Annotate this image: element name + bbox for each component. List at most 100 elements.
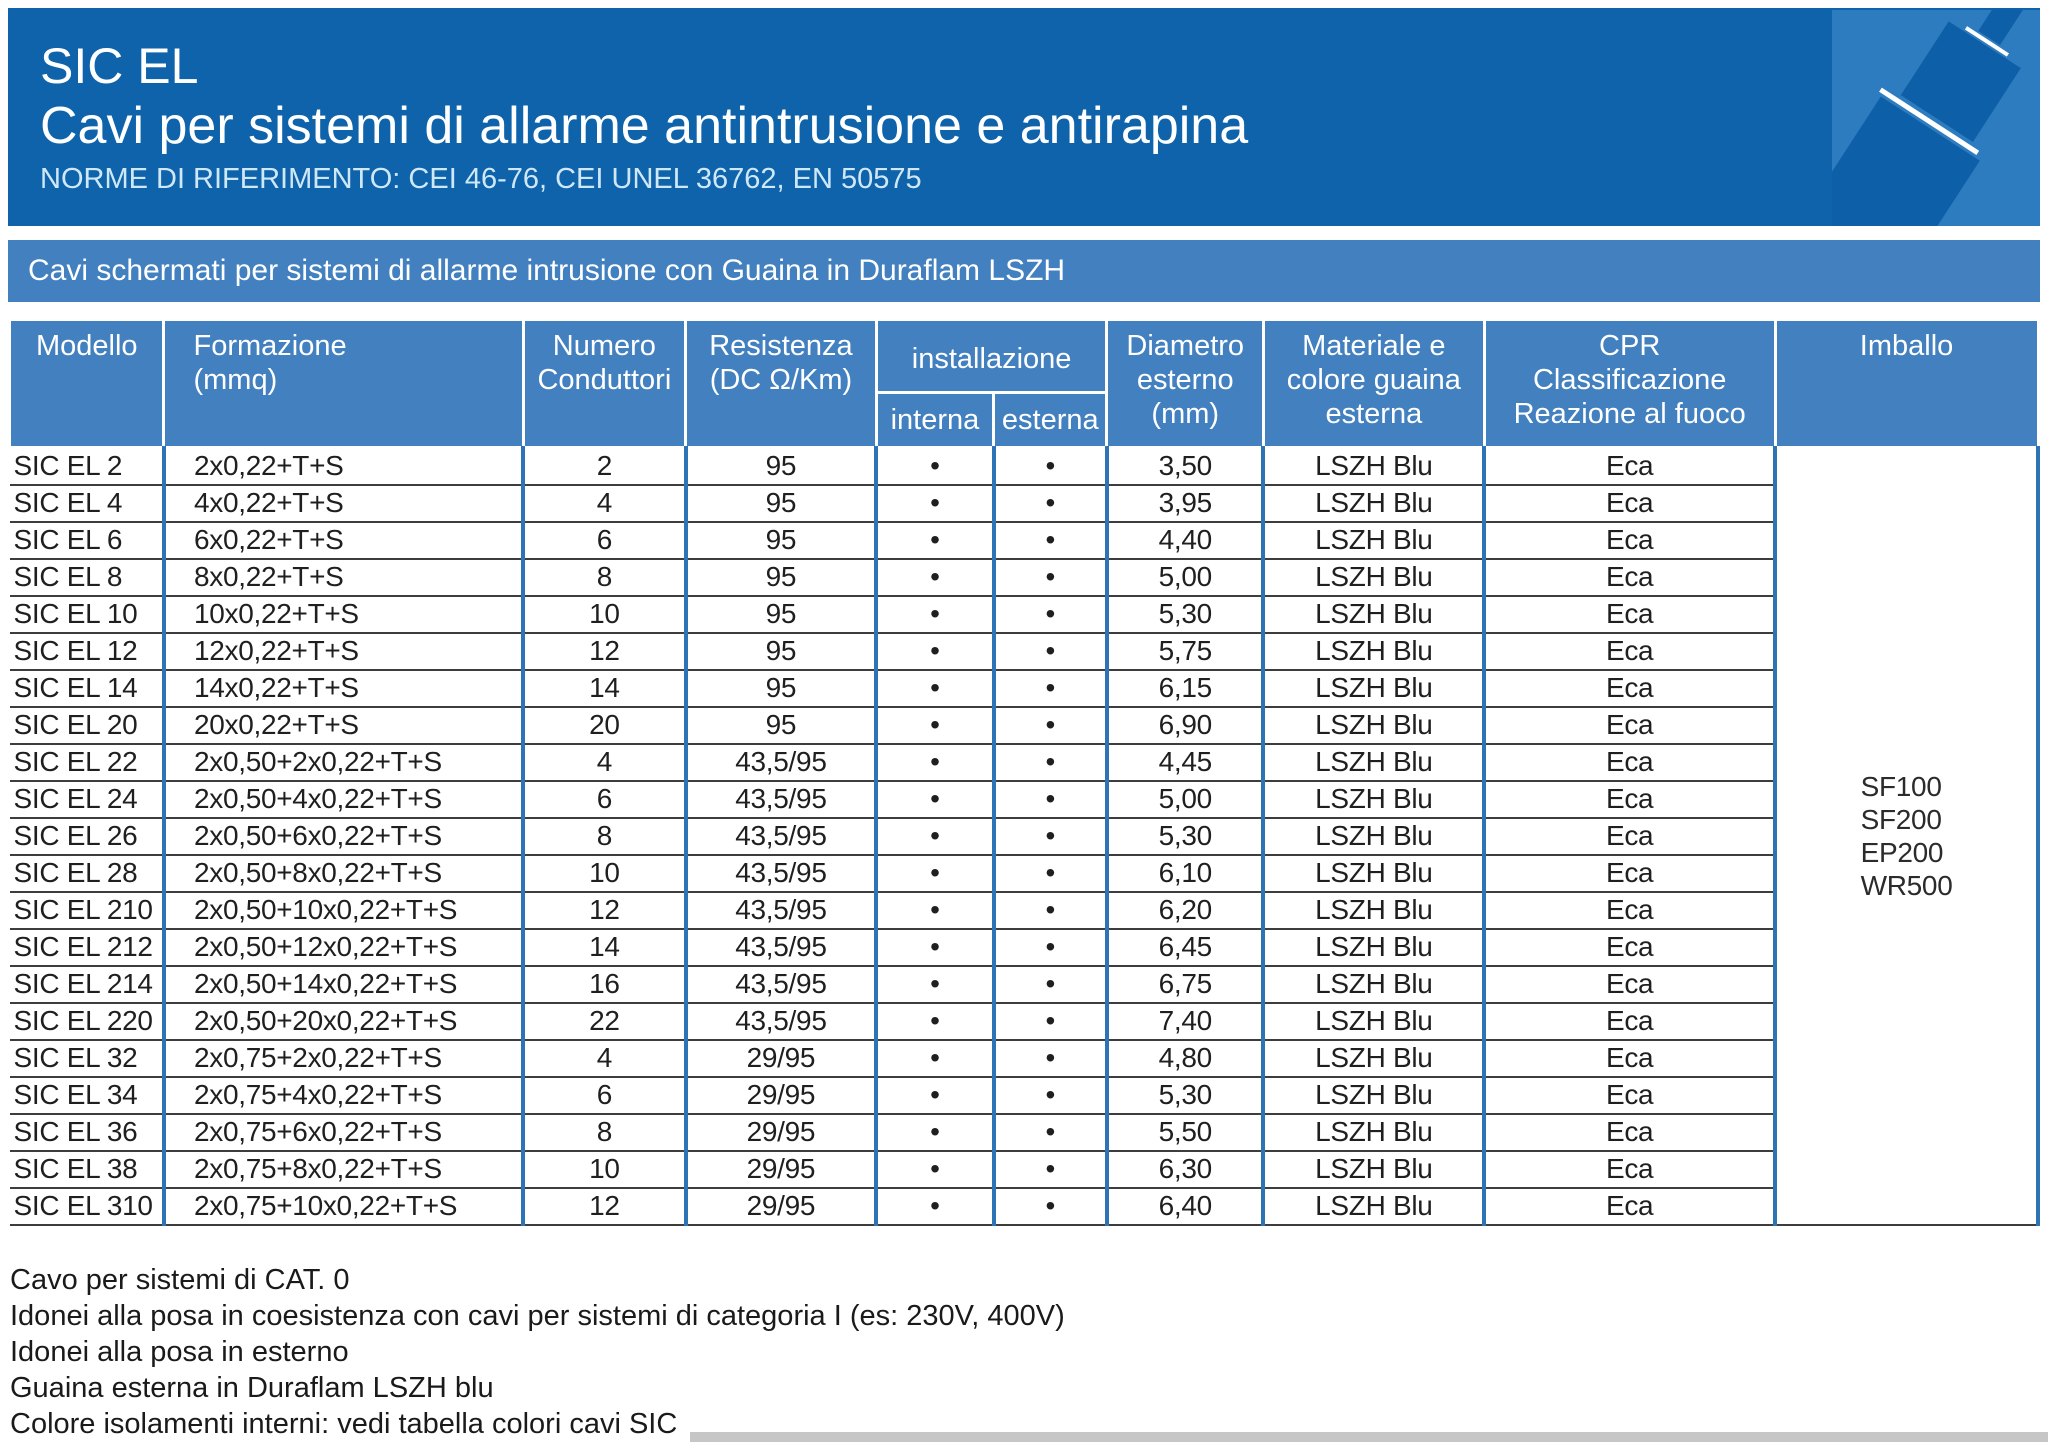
cell-formazione: 20x0,22+T+S	[161, 706, 524, 745]
cell-cpr: Eca	[1482, 1150, 1776, 1189]
table-row: SIC EL 26 2x0,50+6x0,22+T+S 8 43,5/95 • …	[9, 817, 2039, 856]
cell-modello: SIC EL 36	[9, 1113, 164, 1152]
cell-diametro: 6,90	[1104, 706, 1264, 745]
cell-resistenza: 95	[683, 558, 877, 597]
cell-installazione-esterna: •	[991, 632, 1107, 671]
cell-installazione-interna: •	[874, 854, 994, 893]
cell-installazione-interna: •	[874, 1002, 994, 1041]
cell-installazione-interna: •	[874, 1039, 994, 1078]
cell-cpr: Eca	[1482, 447, 1776, 486]
cell-diametro: 5,50	[1104, 1113, 1264, 1152]
cell-resistenza: 43,5/95	[683, 743, 877, 782]
cell-cpr: Eca	[1482, 669, 1776, 708]
cell-installazione-esterna: •	[991, 817, 1107, 856]
cell-conduttori: 4	[521, 743, 686, 782]
cell-conduttori: 6	[521, 521, 686, 560]
cell-installazione-interna: •	[874, 1113, 994, 1152]
col-header-formazione: Formazione (mmq)	[162, 318, 525, 449]
imballo-value: WR500	[1860, 870, 1953, 902]
cell-resistenza: 95	[683, 484, 877, 523]
col-header-interna: interna	[874, 391, 996, 449]
cell-modello: SIC EL 12	[9, 632, 164, 671]
cell-resistenza: 43,5/95	[683, 1002, 877, 1041]
cell-conduttori: 14	[521, 669, 686, 708]
cell-installazione-esterna: •	[991, 484, 1107, 523]
col-header-installazione: installazione	[874, 318, 1109, 394]
cell-resistenza: 43,5/95	[683, 780, 877, 819]
cell-formazione: 12x0,22+T+S	[161, 632, 524, 671]
table-row: SIC EL 6 6x0,22+T+S 6 95 • • 4,40 LSZH B…	[9, 521, 2039, 560]
cell-cpr: Eca	[1482, 1039, 1776, 1078]
cell-installazione-esterna: •	[991, 558, 1107, 597]
cell-cpr: Eca	[1482, 780, 1776, 819]
cell-installazione-interna: •	[874, 891, 994, 930]
cell-modello: SIC EL 10	[9, 595, 164, 634]
table-row: SIC EL 22 2x0,50+2x0,22+T+S 4 43,5/95 • …	[9, 743, 2039, 782]
cell-installazione-interna: •	[874, 558, 994, 597]
norms-reference: NORME DI RIFERIMENTO: CEI 46-76, CEI UNE…	[40, 163, 922, 195]
cell-conduttori: 6	[521, 780, 686, 819]
imballo-value: SF200	[1860, 804, 1942, 836]
cell-guaina: LSZH Blu	[1261, 928, 1485, 967]
cell-modello: SIC EL 20	[9, 706, 164, 745]
page-header: SIC EL Cavi per sistemi di allarme antin…	[8, 0, 2045, 321]
cell-guaina: LSZH Blu	[1261, 854, 1485, 893]
cell-installazione-interna: •	[874, 447, 994, 486]
cell-diametro: 6,30	[1104, 1150, 1264, 1189]
cell-resistenza: 29/95	[683, 1113, 877, 1152]
cell-guaina: LSZH Blu	[1261, 1150, 1485, 1189]
cell-formazione: 2x0,75+8x0,22+T+S	[161, 1150, 524, 1189]
cell-conduttori: 8	[521, 817, 686, 856]
cell-conduttori: 8	[521, 1113, 686, 1152]
table-row: SIC EL 38 2x0,75+8x0,22+T+S 10 29/95 • •…	[9, 1150, 2039, 1189]
table-row: SIC EL 212 2x0,50+12x0,22+T+S 14 43,5/95…	[9, 928, 2039, 967]
table-row: SIC EL 34 2x0,75+4x0,22+T+S 6 29/95 • • …	[9, 1076, 2039, 1115]
imballo-merged-cell: SF100 SF200 EP200 WR500	[1773, 447, 2040, 1226]
cell-formazione: 2x0,22+T+S	[161, 447, 524, 486]
cell-guaina: LSZH Blu	[1261, 1076, 1485, 1115]
cell-installazione-interna: •	[874, 780, 994, 819]
cell-cpr: Eca	[1482, 891, 1776, 930]
section-band: Cavi schermati per sistemi di allarme in…	[8, 240, 2040, 302]
cell-modello: SIC EL 6	[9, 521, 164, 560]
cell-installazione-interna: •	[874, 632, 994, 671]
cell-guaina: LSZH Blu	[1261, 595, 1485, 634]
cell-installazione-interna: •	[874, 669, 994, 708]
cell-installazione-interna: •	[874, 595, 994, 634]
cell-modello: SIC EL 8	[9, 558, 164, 597]
imballo-value: EP200	[1860, 837, 1944, 869]
cell-modello: SIC EL 22	[9, 743, 164, 782]
col-header-modello: Modello	[7, 318, 166, 449]
cell-guaina: LSZH Blu	[1261, 965, 1485, 1004]
cell-resistenza: 95	[683, 669, 877, 708]
cell-installazione-interna: •	[874, 521, 994, 560]
cell-installazione-esterna: •	[991, 780, 1107, 819]
cell-diametro: 5,30	[1104, 595, 1264, 634]
cell-installazione-esterna: •	[991, 1039, 1107, 1078]
note-line: Idonei alla posa in esterno	[10, 1336, 349, 1368]
cell-installazione-esterna: •	[991, 1150, 1107, 1189]
cell-conduttori: 10	[521, 854, 686, 893]
cell-conduttori: 6	[521, 1076, 686, 1115]
cell-guaina: LSZH Blu	[1261, 1002, 1485, 1041]
cell-guaina: LSZH Blu	[1261, 632, 1485, 671]
cell-cpr: Eca	[1482, 1187, 1776, 1226]
cell-diametro: 4,80	[1104, 1039, 1264, 1078]
cell-formazione: 10x0,22+T+S	[161, 595, 524, 634]
cell-diametro: 6,15	[1104, 669, 1264, 708]
cell-conduttori: 12	[521, 1187, 686, 1226]
cell-modello: SIC EL 14	[9, 669, 164, 708]
cell-formazione: 2x0,50+10x0,22+T+S	[161, 891, 524, 930]
cell-guaina: LSZH Blu	[1261, 780, 1485, 819]
cell-modello: SIC EL 220	[9, 1002, 164, 1041]
table-row: SIC EL 8 8x0,22+T+S 8 95 • • 5,00 LSZH B…	[9, 558, 2039, 597]
cell-guaina: LSZH Blu	[1261, 743, 1485, 782]
cell-cpr: Eca	[1482, 595, 1776, 634]
cell-installazione-interna: •	[874, 1187, 994, 1226]
cell-cpr: Eca	[1482, 558, 1776, 597]
cell-guaina: LSZH Blu	[1261, 484, 1485, 523]
cell-diametro: 6,10	[1104, 854, 1264, 893]
col-header-materiale: Materiale e colore guaina esterna	[1261, 318, 1486, 449]
cell-formazione: 8x0,22+T+S	[161, 558, 524, 597]
cell-installazione-interna: •	[874, 817, 994, 856]
